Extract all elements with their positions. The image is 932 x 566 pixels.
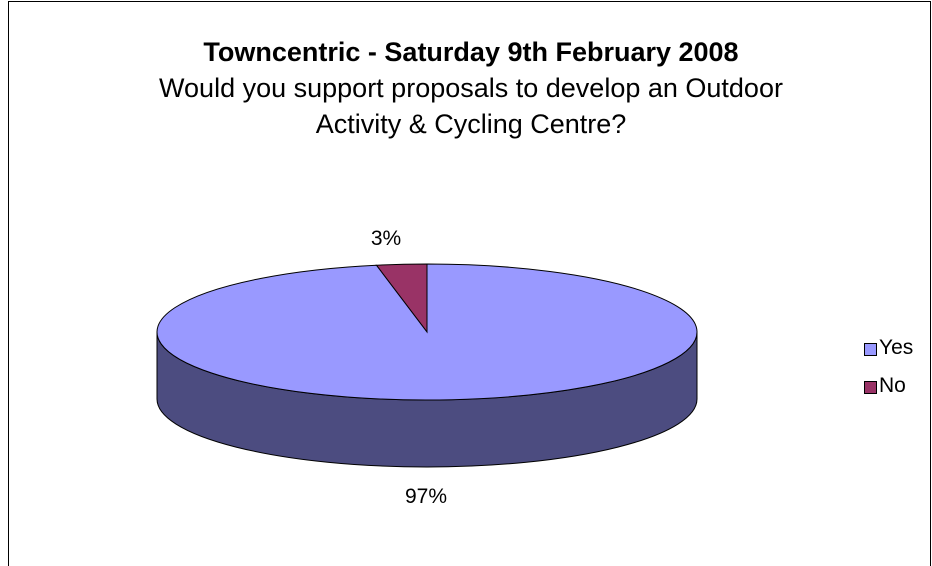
data-label-yes: 97% <box>404 485 448 508</box>
legend-swatch-no <box>864 381 877 394</box>
legend-swatch-yes <box>864 343 877 356</box>
legend-label-yes: Yes <box>879 336 914 359</box>
legend-label-no: No <box>879 374 906 397</box>
chart-title-block: Towncentric - Saturday 9th February 2008… <box>0 34 932 142</box>
chart-subtitle-line-1: Would you support proposals to develop a… <box>159 73 783 103</box>
chart-subtitle-line-2: Activity & Cycling Centre? <box>315 109 627 139</box>
pie-slice-yes <box>156 263 698 401</box>
data-label-no: 3% <box>370 227 402 250</box>
chart-title: Towncentric - Saturday 9th February 2008 <box>203 37 739 67</box>
legend: Yes No <box>854 333 932 409</box>
legend-item-no: No <box>854 371 932 409</box>
legend-item-yes: Yes <box>854 333 932 371</box>
